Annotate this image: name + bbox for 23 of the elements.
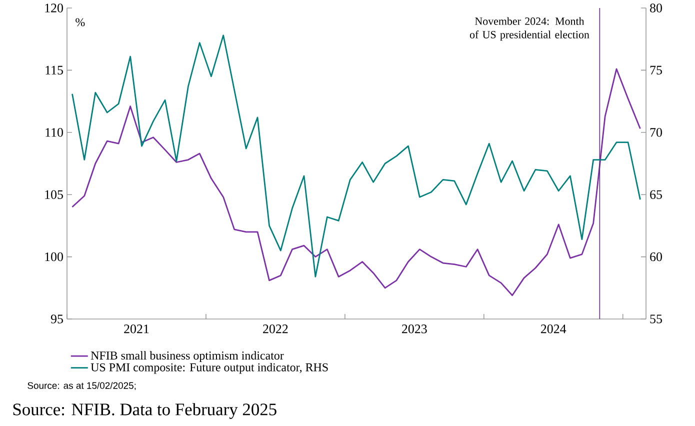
y2-tick-label: 70: [650, 128, 662, 137]
legend-label: NFIB small business optimism indicator: [90, 351, 284, 362]
y-tick-label: 110: [46, 128, 63, 137]
y-tick-label: 95: [50, 314, 63, 324]
legend-label: US PMI composite: Future output indicator, RHS: [90, 362, 328, 374]
x-tick-label: 2022: [263, 324, 288, 334]
x-tick-label: 2021: [124, 324, 149, 334]
x-tick-label: 2023: [402, 324, 427, 334]
line-series: [72, 68, 641, 296]
annotation: %: [76, 18, 85, 26]
y2-tick-label: 80: [650, 4, 662, 12]
source-note: Source: NFIB. Data to February 2025: [13, 403, 276, 419]
x-tick-label: 2024: [540, 324, 566, 334]
y-tick-label: 115: [46, 66, 63, 75]
y2-tick-label: 75: [650, 66, 662, 74]
source-note: Source: as at 15/02/2025;: [28, 382, 136, 390]
y2-tick-label: 60: [650, 252, 662, 262]
y2-tick-label: 55: [650, 314, 662, 324]
y-tick-label: 120: [45, 4, 63, 12]
y2-tick-label: 65: [650, 190, 662, 199]
ref-line-label: November 2024: Month of US presidential election: [470, 17, 590, 41]
y-tick-label: 100: [45, 252, 63, 262]
y-tick-label: 105: [45, 190, 63, 199]
